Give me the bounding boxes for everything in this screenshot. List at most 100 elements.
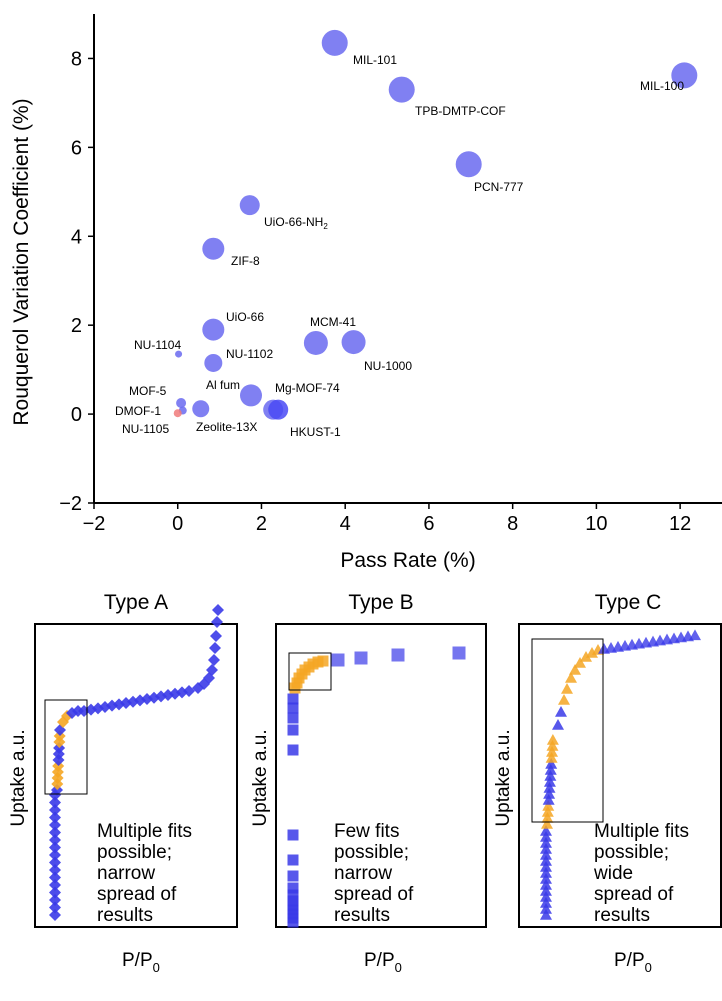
isotherm-triangle-marker — [540, 861, 552, 872]
data-point-nu-1104 — [175, 350, 183, 358]
panel-a-annotation-line: results — [97, 905, 153, 926]
isotherm-triangle-marker — [555, 706, 567, 717]
point-label-text: MIL-100 — [640, 79, 684, 93]
isotherm-diamond-marker — [49, 886, 61, 899]
panel-a-highlight-box — [44, 699, 88, 795]
data-point-nu-1000 — [341, 330, 366, 355]
panel-a-x-label-sub: 0 — [153, 960, 160, 975]
isotherm-square-marker — [452, 646, 466, 660]
isotherm-triangle-marker — [540, 879, 552, 890]
point-label-text: Zeolite-13X — [196, 420, 257, 434]
isotherm-triangle-marker — [580, 651, 592, 662]
isotherm-triangle-marker — [540, 831, 552, 842]
isotherm-triangle-marker — [541, 818, 553, 829]
point-label: UiO-66-NH2 — [264, 215, 328, 231]
point-label-text: ZIF-8 — [231, 254, 260, 268]
isotherm-triangle-marker — [545, 752, 558, 763]
panel-b-annotation-line: results — [334, 905, 390, 926]
panel-a-annotation-line: narrow — [97, 863, 155, 884]
point-label-text: NU-1000 — [364, 359, 412, 373]
isotherm-square-marker — [287, 744, 299, 756]
panel-b-x-label: P/P0 — [364, 950, 402, 975]
panel-c-annotation: Multiple fits possible; wide spread of r… — [593, 821, 689, 926]
isotherm-triangle-marker — [540, 837, 552, 848]
isotherm-diamond-marker — [49, 826, 61, 839]
point-label-text: DMOF-1 — [115, 404, 161, 418]
data-point-zif-8 — [202, 237, 225, 260]
y-tick-label: 2 — [71, 315, 82, 337]
y-tick-label: 4 — [71, 226, 82, 248]
panel-b-x-label-sub: 0 — [395, 960, 402, 975]
isotherm-square-marker — [331, 653, 345, 667]
panel-b-annotation-line: Few fits — [334, 821, 399, 842]
data-point-mof-5 — [176, 397, 187, 408]
isotherm-triangle-marker — [540, 825, 552, 836]
isotherm-triangle-marker — [545, 758, 558, 769]
panel-c-x-label: P/P0 — [614, 950, 652, 975]
isotherm-diamond-marker — [206, 664, 218, 676]
x-tick-label: 0 — [172, 513, 183, 535]
point-label-text: Mg-MOF-74 — [275, 381, 340, 395]
panel-b-annotation-line: narrow — [334, 863, 392, 884]
isotherm-triangle-marker — [561, 683, 573, 694]
panel-a-title: Type A — [104, 591, 168, 614]
isotherm-triangle-marker — [540, 873, 552, 884]
main-point-labels: MIL-101 TPB-DMTP-COF MIL-100 PCN-777 UiO-66-… — [115, 53, 684, 439]
point-label-text: NU-1102 — [226, 347, 273, 361]
point-label: MOF-5 — [129, 384, 167, 398]
isotherm-triangle-marker — [558, 694, 570, 705]
x-tick-label: 4 — [340, 513, 351, 535]
panel-a-x-label: P/P0 — [122, 950, 160, 975]
point-label-text: Al fum — [206, 378, 240, 392]
isotherm-square-marker — [287, 889, 299, 901]
isotherm-triangle-marker — [544, 770, 557, 781]
data-point-al-fum — [240, 384, 262, 407]
panel-type-a: Type A Multiple fits possible; narrow sp… — [8, 591, 238, 975]
isotherm-triangle-marker — [543, 788, 556, 799]
isotherm-triangle-marker — [565, 672, 577, 683]
isotherm-triangle-marker — [540, 867, 552, 878]
isotherm-square-marker — [287, 854, 299, 866]
isotherm-triangle-marker — [541, 812, 554, 823]
data-point-pcn-777 — [455, 151, 482, 178]
isotherm-diamond-marker — [49, 909, 61, 921]
point-label: NU-1105 — [122, 422, 169, 436]
main-axes: −2 0 2 4 6 8 10 12 −2 0 2 4 6 8 — [59, 14, 722, 535]
isotherm-diamond-marker — [49, 879, 61, 891]
isotherm-triangle-marker — [540, 855, 552, 866]
panel-type-b: Type B Few fits possible; narrow spread … — [250, 591, 487, 975]
isotherm-triangle-marker — [540, 903, 552, 914]
isotherm-triangle-marker — [540, 909, 552, 920]
data-point-nu-1105 — [173, 409, 182, 418]
point-label-text: UiO-66-NH — [264, 215, 323, 229]
data-point-tpb-dmtp-cof — [388, 76, 415, 103]
isotherm-triangle-marker — [689, 629, 701, 641]
panel-c-highlight-box — [531, 638, 604, 823]
point-label: PCN-777 — [474, 180, 524, 194]
panel-c-annotation-line: wide — [593, 863, 633, 884]
x-tick-label: 6 — [423, 513, 434, 535]
panel-c-x-label-sub: 0 — [645, 960, 652, 975]
panel-b-title: Type B — [348, 591, 413, 614]
isotherm-diamond-marker — [49, 804, 61, 816]
isotherm-diamond-marker — [52, 748, 65, 760]
y-tick-label: 8 — [71, 48, 82, 70]
data-point-mil-100 — [671, 62, 698, 89]
point-label-text: MCM-41 — [310, 315, 356, 329]
panel-a-annotation-line: Multiple fits — [97, 821, 192, 842]
panel-c-annotation-line: Multiple fits — [594, 821, 689, 842]
data-point-zeolite-13x — [192, 400, 210, 418]
isotherm-diamond-marker — [49, 834, 61, 846]
isotherm-triangle-marker — [540, 897, 552, 908]
isotherm-diamond-marker — [49, 841, 61, 854]
point-label: MIL-101 — [353, 53, 397, 67]
point-label: MCM-41 — [310, 315, 356, 329]
data-point-mcm-41 — [303, 330, 328, 355]
panel-type-c: Type C Multiple fits possible; wide spre… — [493, 591, 722, 975]
isotherm-triangle-marker — [542, 800, 555, 811]
isotherm-square-marker — [287, 829, 299, 841]
panel-a-annotation-line: spread of — [97, 884, 177, 905]
panel-b-annotation: Few fits possible; narrow spread of resu… — [334, 821, 414, 926]
isotherm-triangle-marker — [569, 664, 581, 675]
